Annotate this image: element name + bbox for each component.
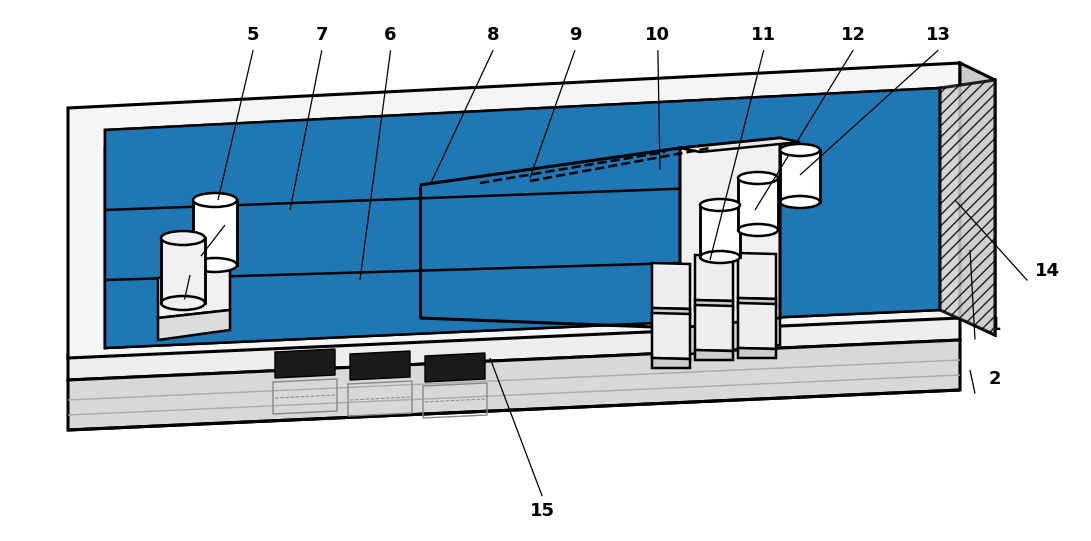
- Ellipse shape: [193, 193, 237, 207]
- Polygon shape: [960, 63, 995, 335]
- Polygon shape: [652, 308, 690, 318]
- Ellipse shape: [700, 251, 740, 263]
- Polygon shape: [700, 205, 740, 257]
- Polygon shape: [652, 313, 690, 359]
- Ellipse shape: [780, 144, 820, 156]
- Ellipse shape: [738, 172, 778, 184]
- Ellipse shape: [161, 231, 205, 245]
- Polygon shape: [425, 353, 485, 382]
- Polygon shape: [780, 150, 820, 202]
- Polygon shape: [738, 348, 776, 358]
- Text: 12: 12: [841, 26, 865, 44]
- Polygon shape: [680, 138, 800, 152]
- Polygon shape: [350, 351, 410, 380]
- Text: 3: 3: [184, 237, 197, 255]
- Polygon shape: [158, 310, 230, 340]
- Polygon shape: [738, 298, 776, 308]
- Polygon shape: [105, 88, 940, 348]
- Text: 5: 5: [247, 26, 260, 44]
- Polygon shape: [193, 200, 237, 265]
- Text: 1: 1: [988, 315, 1002, 334]
- Polygon shape: [68, 315, 960, 380]
- Polygon shape: [105, 88, 940, 348]
- Polygon shape: [275, 349, 335, 378]
- Ellipse shape: [738, 224, 778, 236]
- Ellipse shape: [161, 296, 205, 310]
- Text: 11: 11: [752, 26, 776, 44]
- Polygon shape: [695, 305, 733, 351]
- Polygon shape: [680, 138, 780, 328]
- Text: 10: 10: [646, 26, 670, 44]
- Polygon shape: [738, 303, 776, 349]
- Polygon shape: [68, 340, 960, 430]
- Text: 6: 6: [384, 26, 397, 44]
- Polygon shape: [652, 358, 690, 368]
- Text: 8: 8: [487, 26, 500, 44]
- Text: 14: 14: [1035, 261, 1059, 280]
- Polygon shape: [105, 130, 600, 348]
- Polygon shape: [695, 350, 733, 360]
- Ellipse shape: [193, 258, 237, 272]
- Polygon shape: [738, 253, 776, 299]
- Polygon shape: [161, 238, 205, 303]
- Ellipse shape: [780, 196, 820, 208]
- Polygon shape: [738, 178, 778, 230]
- Text: 13: 13: [926, 26, 950, 44]
- Text: 4: 4: [168, 280, 181, 299]
- Polygon shape: [652, 263, 690, 309]
- Ellipse shape: [700, 199, 740, 211]
- Polygon shape: [695, 255, 733, 301]
- Text: 7: 7: [315, 26, 328, 44]
- Text: 2: 2: [988, 370, 1002, 388]
- Text: 15: 15: [530, 502, 554, 520]
- Polygon shape: [695, 300, 733, 310]
- Polygon shape: [680, 318, 780, 355]
- Text: 9: 9: [568, 26, 582, 44]
- Polygon shape: [158, 268, 230, 318]
- Polygon shape: [68, 63, 960, 358]
- Polygon shape: [940, 80, 995, 335]
